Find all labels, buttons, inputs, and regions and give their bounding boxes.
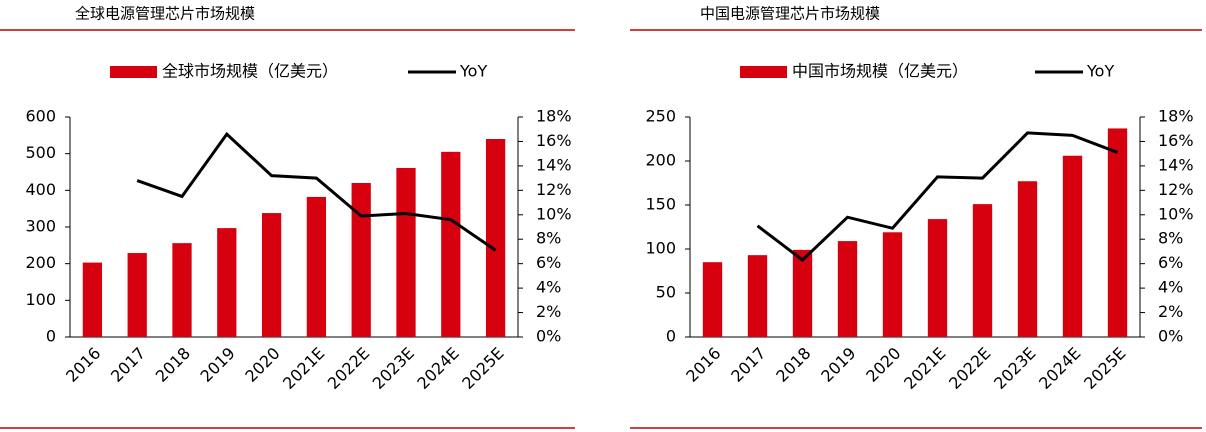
- x-tick-label: 2022E: [324, 344, 373, 393]
- x-tick-label: 2021E: [900, 344, 949, 393]
- x-tick-label: 2017: [107, 344, 149, 386]
- x-tick-label: 2023E: [990, 344, 1039, 393]
- y-tick-label: 200: [645, 151, 676, 170]
- x-tick-label: 2023E: [369, 344, 418, 393]
- y-tick-label: 150: [645, 195, 676, 214]
- y-tick-label: 300: [25, 217, 56, 236]
- y2-tick-label: 18%: [536, 107, 572, 126]
- legend-label: 全球市场规模（亿美元）: [162, 62, 338, 81]
- bar: [396, 167, 416, 337]
- bar: [882, 232, 903, 337]
- y2-tick-label: 6%: [536, 253, 561, 272]
- x-tick-label: 2020: [862, 344, 904, 386]
- x-tick-label: 2018: [152, 344, 194, 386]
- y-tick-label: 500: [25, 143, 56, 162]
- line: [136, 131, 497, 252]
- bar: [1017, 181, 1038, 337]
- bar: [972, 204, 993, 337]
- y-tick-label: 400: [25, 180, 56, 199]
- y2-tick-label: 2%: [536, 302, 561, 321]
- x-tick-label: 2019: [817, 344, 859, 386]
- y2-tick-label: 14%: [1158, 155, 1194, 174]
- x-tick-label: 2017: [727, 344, 769, 386]
- y-tick-label: 0: [46, 327, 56, 346]
- chart-title: 中国电源管理芯片市场规模: [700, 5, 880, 23]
- legend-label: YoY: [459, 62, 487, 81]
- bar: [127, 253, 147, 337]
- x-tick-label: 2022E: [945, 344, 994, 393]
- bar: [261, 213, 282, 337]
- bar: [351, 183, 371, 337]
- x-tick-label: 2019: [197, 344, 239, 386]
- bar: [306, 196, 327, 337]
- y2-tick-label: 12%: [536, 180, 572, 199]
- bar: [837, 241, 858, 337]
- x-tick-label: 2025E: [1080, 344, 1129, 393]
- y2-tick-label: 0%: [536, 327, 561, 346]
- x-tick-label: 2024E: [413, 344, 462, 393]
- y2-tick-label: 0%: [1158, 327, 1183, 346]
- bar: [441, 151, 461, 337]
- y2-tick-label: 16%: [1158, 131, 1194, 150]
- y2-tick-label: 14%: [536, 155, 572, 174]
- x-tick-label: 2020: [241, 344, 283, 386]
- x-tick-label: 2018: [772, 344, 814, 386]
- x-tick-label: 2016: [682, 344, 724, 386]
- y2-tick-label: 16%: [536, 131, 572, 150]
- chart-title: 全球电源管理芯片市场规模: [75, 5, 255, 23]
- bar: [1107, 128, 1128, 337]
- bar: [485, 139, 506, 337]
- legend-swatch: [110, 66, 157, 78]
- y-tick-label: 100: [25, 290, 56, 309]
- bar: [82, 262, 103, 337]
- y2-tick-label: 6%: [1158, 253, 1183, 272]
- bar: [217, 228, 237, 337]
- x-tick-label: 2025E: [458, 344, 507, 393]
- y2-tick-label: 10%: [1158, 204, 1194, 223]
- bar: [747, 255, 768, 337]
- bar: [172, 243, 192, 337]
- bar: [702, 262, 723, 337]
- y2-tick-label: 4%: [1158, 278, 1183, 297]
- line: [756, 131, 1119, 262]
- x-tick-label: 2016: [62, 344, 104, 386]
- y-tick-label: 100: [645, 239, 676, 258]
- legend-swatch: [740, 66, 787, 78]
- bar: [927, 219, 948, 337]
- bar: [1062, 155, 1083, 337]
- y-tick-label: 250: [645, 107, 676, 126]
- y-tick-label: 200: [25, 253, 56, 272]
- y2-tick-label: 8%: [1158, 229, 1183, 248]
- y-tick-label: 50: [656, 283, 676, 302]
- y2-tick-label: 18%: [1158, 107, 1194, 126]
- y2-tick-label: 12%: [1158, 180, 1194, 199]
- legend-label: 中国市场规模（亿美元）: [792, 62, 968, 81]
- y2-tick-label: 8%: [536, 229, 561, 248]
- y2-tick-label: 2%: [1158, 302, 1183, 321]
- y2-tick-label: 4%: [536, 278, 561, 297]
- bar: [792, 249, 813, 337]
- y-tick-label: 0: [666, 327, 676, 346]
- x-tick-label: 2024E: [1035, 344, 1084, 393]
- y2-tick-label: 10%: [536, 204, 572, 223]
- x-tick-label: 2021E: [279, 344, 328, 393]
- y-tick-label: 600: [25, 107, 56, 126]
- legend-label: YoY: [1086, 62, 1114, 81]
